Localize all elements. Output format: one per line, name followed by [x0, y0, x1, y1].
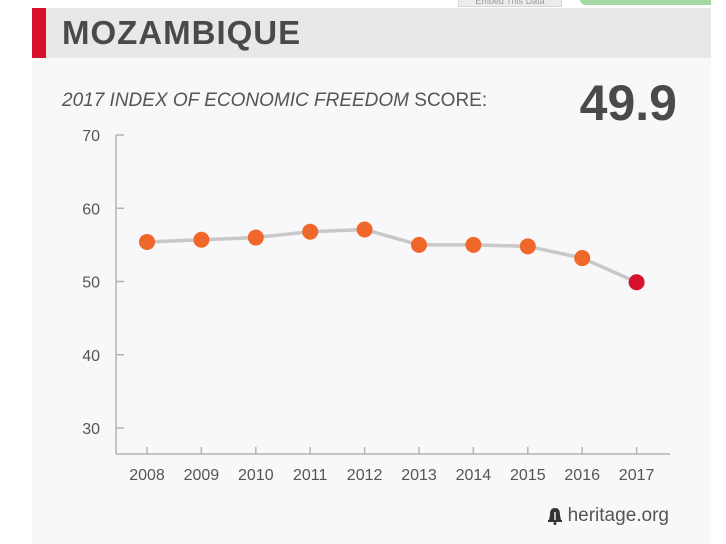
x-tick-label: 2010 — [238, 467, 274, 484]
score-label-index: 2017 INDEX OF ECONOMIC FREEDOM — [62, 90, 409, 111]
score-point — [193, 231, 210, 248]
current-score-point — [628, 274, 645, 291]
source-text: heritage.org — [567, 505, 669, 526]
x-tick-label: 2014 — [456, 467, 492, 484]
header-accent-bar — [32, 8, 46, 58]
score-label: 2017 INDEX OF ECONOMIC FREEDOM SCORE: — [62, 90, 487, 112]
x-tick-label: 2011 — [293, 467, 328, 484]
country-title: MOZAMBIQUE — [62, 14, 302, 51]
score-value: 49.9 — [579, 75, 677, 131]
score-point — [465, 236, 482, 253]
y-tick-label: 30 — [82, 421, 100, 438]
y-tick-label: 50 — [82, 275, 100, 292]
score-series-line — [146, 227, 638, 284]
x-tick-label: 2015 — [510, 467, 546, 484]
score-label-suffix: SCORE: — [414, 90, 488, 111]
x-tick-label: 2012 — [347, 467, 383, 484]
browser-top-strip — [0, 0, 726, 8]
score-line-chart: 70 60 50 40 30 2008 2009 2010 2011 2012 2013 2014 20… — [82, 128, 670, 484]
header-band: MOZAMBIQUE — [32, 8, 711, 58]
x-tick-label: 2017 — [619, 467, 655, 484]
x-tick-label: 2016 — [564, 467, 600, 484]
score-point — [519, 238, 536, 255]
y-tick-label: 70 — [82, 128, 100, 145]
x-tick-label: 2013 — [401, 467, 437, 484]
score-point — [302, 223, 319, 240]
score-point — [411, 236, 427, 253]
score-point — [247, 229, 264, 246]
liberty-bell-icon — [547, 508, 562, 525]
y-tick-label: 40 — [82, 348, 100, 365]
score-point — [574, 250, 591, 267]
score-point — [139, 233, 155, 250]
x-tick-label: 2008 — [129, 467, 165, 484]
green-tab[interactable] — [580, 0, 726, 5]
country-panel: MOZAMBIQUE 2017 INDEX OF ECONOMIC FREEDO… — [32, 8, 711, 544]
x-tick-label: 2009 — [184, 467, 220, 484]
y-tick-label: 60 — [82, 201, 100, 218]
score-point — [356, 221, 373, 238]
source-footer[interactable]: heritage.org — [546, 505, 669, 527]
embed-data-tab[interactable]: Embed This Data — [458, 0, 562, 7]
right-margin — [711, 0, 726, 544]
left-margin — [0, 0, 32, 544]
